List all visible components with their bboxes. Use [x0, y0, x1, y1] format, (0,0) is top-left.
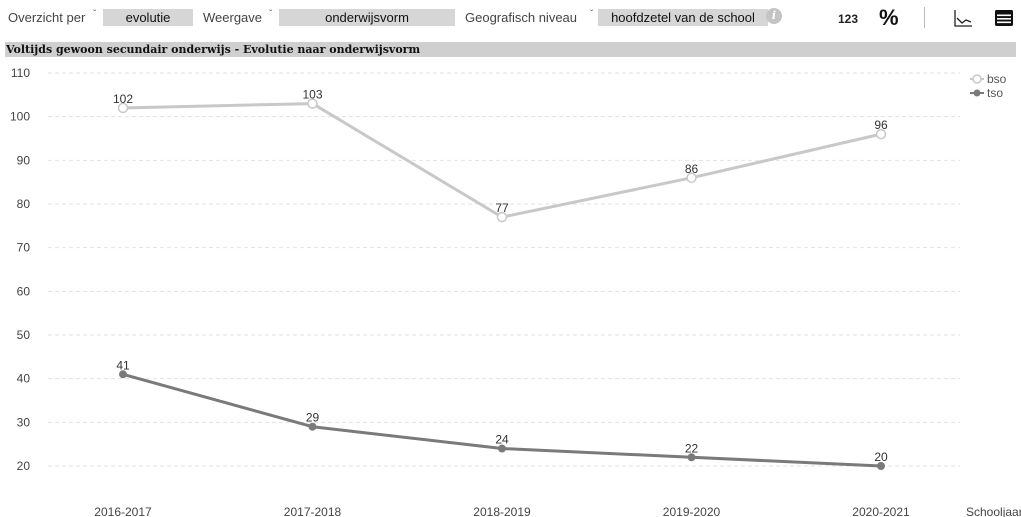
x-tick-label: 2018-2019 — [473, 505, 531, 517]
y-tick-label: 50 — [17, 328, 31, 342]
data-label-tso: 24 — [495, 433, 509, 447]
count-toggle-button[interactable]: 123 — [838, 12, 859, 26]
x-tick-label: 2020-2021 — [852, 505, 910, 517]
data-point-bso — [496, 211, 508, 223]
y-tick-label: 80 — [17, 197, 31, 211]
series-line-bso — [122, 102, 882, 219]
view-select[interactable]: onderwijsvorm — [279, 9, 455, 26]
y-tick-label: 30 — [17, 415, 31, 429]
data-label-bso: 102 — [113, 92, 133, 106]
x-tick-label: 2017-2018 — [284, 505, 342, 517]
y-tick-label: 20 — [17, 459, 31, 473]
legend-marker-bso — [970, 74, 984, 84]
x-axis-title: Schooljaar — [966, 505, 1021, 517]
data-label-bso: 103 — [302, 88, 322, 102]
data-point-tso — [498, 444, 506, 453]
data-point-tso — [308, 422, 317, 431]
data-point-tso — [119, 370, 127, 379]
legend-item-tso[interactable]: tso — [970, 86, 1006, 100]
percent-toggle-button[interactable]: % — [879, 5, 899, 30]
toolbar-divider — [924, 7, 925, 28]
filter-toolbar: Overzicht per ˇ evolutie Weergave ˇ onde… — [0, 0, 1021, 36]
legend-item-bso[interactable]: bso — [970, 72, 1006, 86]
chart-legend: bso tso — [970, 72, 1006, 100]
data-point-bso — [875, 128, 887, 140]
chart-title: Voltijds gewoon secundair onderwijs - Ev… — [5, 42, 1016, 57]
data-label-bso: 77 — [495, 201, 509, 215]
y-tick-label: 40 — [17, 372, 31, 386]
legend-marker-tso — [970, 89, 984, 97]
data-label-bso: 86 — [685, 162, 699, 176]
data-label-tso: 29 — [306, 411, 320, 425]
data-label-bso: 96 — [874, 118, 888, 132]
data-label-tso: 41 — [116, 358, 130, 372]
y-tick-label: 90 — [17, 153, 31, 167]
legend-label-tso: tso — [987, 86, 1004, 100]
data-point-tso — [687, 453, 696, 462]
overview-select[interactable]: evolutie — [103, 9, 193, 26]
y-tick-label: 60 — [17, 284, 31, 298]
geo-level-label: Geografisch niveau — [465, 10, 578, 25]
data-point-bso — [686, 172, 697, 184]
data-point-bso — [117, 102, 129, 114]
chevron-down-icon[interactable]: ˇ — [93, 9, 97, 20]
overview-label: Overzicht per — [8, 10, 86, 25]
table-icon[interactable] — [994, 9, 1014, 27]
data-point-bso — [307, 98, 318, 109]
info-icon[interactable]: i — [766, 8, 782, 24]
line-chart-icon[interactable] — [953, 9, 973, 27]
x-tick-label: 2019-2020 — [663, 505, 721, 517]
y-tick-label: 70 — [17, 241, 31, 255]
y-tick-label: 110 — [11, 66, 30, 80]
geo-level-select[interactable]: hoofdzetel van de school — [598, 9, 768, 26]
x-tick-label: 2016-2017 — [94, 505, 152, 517]
chevron-down-icon[interactable]: ˇ — [269, 9, 273, 20]
data-point-tso — [877, 462, 885, 470]
chevron-down-icon[interactable]: ˇ — [590, 9, 594, 20]
y-tick-label: 100 — [10, 110, 30, 124]
data-label-tso: 20 — [874, 450, 888, 464]
view-label: Weergave — [203, 10, 263, 25]
data-label-tso: 22 — [685, 441, 699, 455]
legend-label-bso: bso — [987, 72, 1007, 86]
